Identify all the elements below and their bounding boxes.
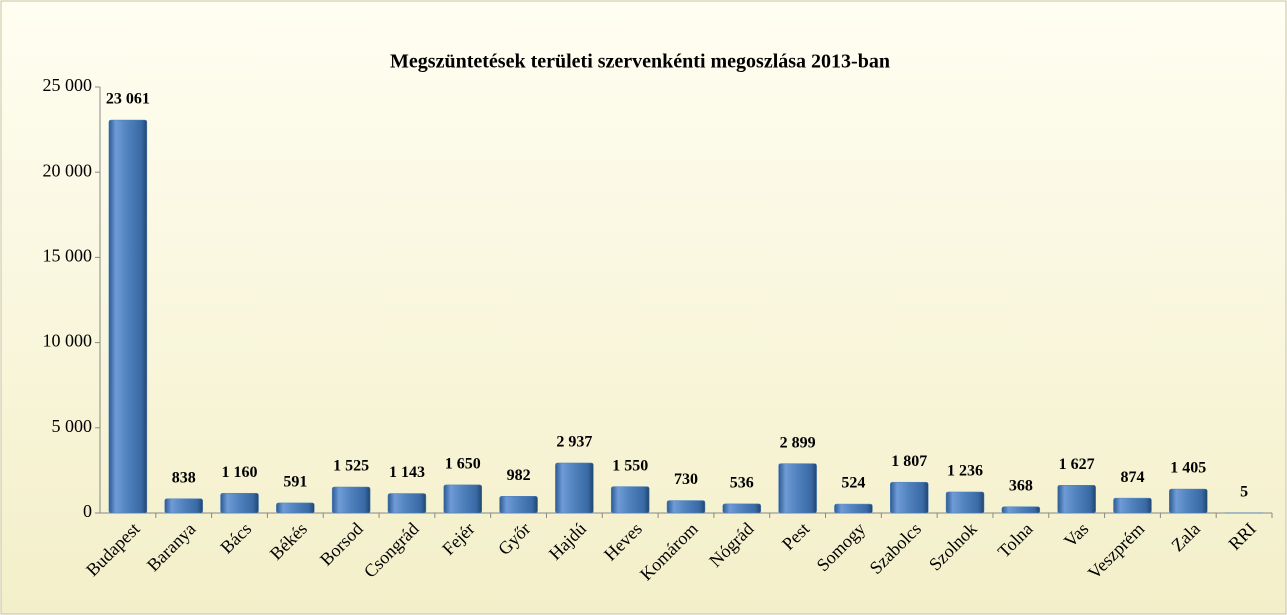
value-label: 1 143 (389, 464, 425, 481)
value-label: 536 (730, 475, 754, 492)
value-label: 1 550 (612, 457, 648, 474)
value-label: 23 061 (106, 91, 150, 108)
value-label: 1 807 (891, 453, 927, 470)
bar (276, 502, 315, 514)
bar (1001, 506, 1041, 514)
bar (722, 503, 762, 514)
value-label: 524 (841, 475, 865, 492)
bar (890, 481, 929, 514)
value-label: 1 650 (445, 456, 481, 473)
bar (945, 491, 985, 514)
value-label: 874 (1120, 469, 1144, 486)
y-tick-label: 20 000 (43, 160, 93, 180)
value-label: 5 (1240, 484, 1248, 501)
y-tick-label: 5 000 (52, 416, 93, 436)
value-label: 591 (283, 474, 307, 491)
y-tick-label: 10 000 (43, 331, 93, 351)
bar (443, 484, 482, 514)
value-label: 2 937 (556, 434, 592, 451)
bar (555, 462, 594, 514)
bar (1113, 497, 1152, 514)
bar (834, 503, 873, 514)
value-label: 2 899 (780, 434, 816, 451)
value-label: 838 (172, 469, 196, 486)
value-label: 1 525 (333, 458, 369, 475)
value-label: 730 (674, 471, 698, 488)
bar (108, 119, 148, 514)
y-tick-label: 25 000 (43, 75, 93, 95)
chart-title: Megszüntetések területi szervenkénti meg… (390, 51, 890, 73)
value-label: 1 236 (947, 463, 983, 480)
bar (387, 493, 427, 514)
bar (1057, 485, 1096, 514)
bar (164, 498, 203, 514)
value-label: 1 627 (1059, 456, 1095, 473)
value-label: 982 (507, 467, 531, 484)
bar (499, 496, 538, 514)
y-tick-label: 0 (83, 501, 92, 521)
y-tick-label: 15 000 (43, 246, 93, 266)
value-label: 1 160 (222, 464, 258, 481)
bar (220, 492, 259, 514)
bar (610, 486, 650, 514)
bar (778, 463, 817, 514)
value-label: 1 405 (1170, 460, 1206, 477)
value-label: 368 (1009, 477, 1033, 494)
bar (666, 500, 706, 514)
bar (1169, 488, 1208, 514)
bar (331, 486, 371, 514)
